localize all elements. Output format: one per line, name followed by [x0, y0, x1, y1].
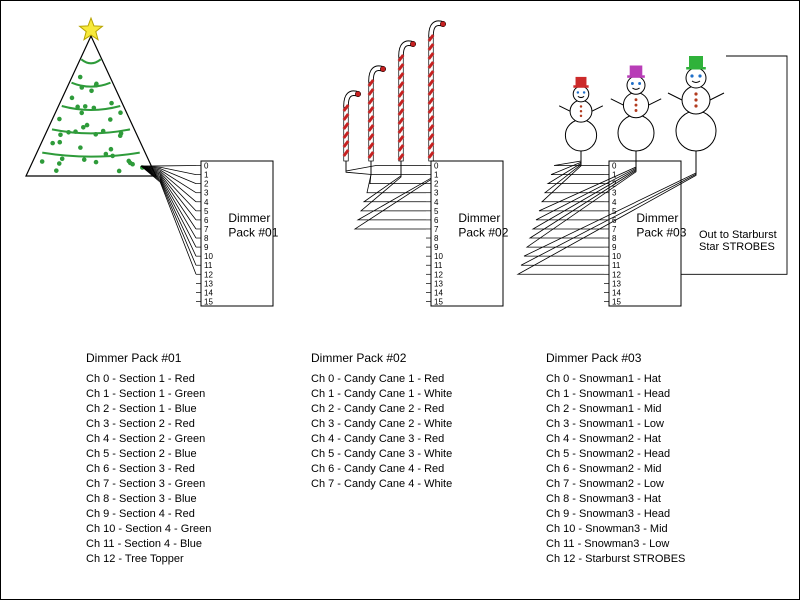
- svg-text:8: 8: [612, 234, 617, 243]
- svg-text:5: 5: [204, 207, 209, 216]
- legend-row: Ch 9 - Section 4 - Red: [86, 507, 211, 522]
- svg-text:2: 2: [434, 180, 439, 189]
- svg-text:9: 9: [612, 243, 617, 252]
- svg-text:6: 6: [204, 216, 209, 225]
- svg-text:5: 5: [434, 207, 439, 216]
- svg-text:1: 1: [434, 171, 439, 180]
- legend-row: Ch 11 - Section 4 - Blue: [86, 537, 211, 552]
- svg-text:4: 4: [434, 198, 439, 207]
- svg-text:9: 9: [204, 243, 209, 252]
- svg-text:0: 0: [612, 162, 617, 171]
- legend-row: Ch 5 - Candy Cane 3 - White: [311, 447, 452, 462]
- legend-row: Ch 3 - Candy Cane 2 - White: [311, 417, 452, 432]
- svg-text:10: 10: [434, 252, 443, 261]
- svg-text:11: 11: [204, 261, 213, 270]
- legend-row: Ch 0 - Snowman1 - Hat: [546, 372, 685, 387]
- legend-pack3: Dimmer Pack #03Ch 0 - Snowman1 - HatCh 1…: [546, 351, 685, 567]
- svg-text:14: 14: [204, 288, 213, 297]
- legend-row: Ch 5 - Snowman2 - Head: [546, 447, 685, 462]
- legend-row: Ch 8 - Section 3 - Blue: [86, 492, 211, 507]
- svg-text:13: 13: [612, 279, 621, 288]
- svg-text:7: 7: [434, 225, 439, 234]
- legend-row: Ch 10 - Snowman3 - Mid: [546, 522, 685, 537]
- svg-text:11: 11: [434, 261, 443, 270]
- out-label: Out to StarburstStar STROBES: [699, 229, 777, 253]
- svg-text:3: 3: [612, 189, 617, 198]
- legend-row: Ch 7 - Candy Cane 4 - White: [311, 477, 452, 492]
- svg-text:12: 12: [204, 270, 213, 279]
- legend-row: Ch 0 - Section 1 - Red: [86, 372, 211, 387]
- legend-row: Ch 6 - Section 3 - Red: [86, 462, 211, 477]
- svg-text:3: 3: [204, 189, 209, 198]
- legend-row: Ch 8 - Snowman3 - Hat: [546, 492, 685, 507]
- svg-text:14: 14: [434, 288, 443, 297]
- legend-row: Ch 12 - Starburst STROBES: [546, 552, 685, 567]
- legend-row: Ch 1 - Candy Cane 1 - White: [311, 387, 452, 402]
- legend-row: Ch 2 - Candy Cane 2 - Red: [311, 402, 452, 417]
- legend-row: Ch 2 - Snowman1 - Mid: [546, 402, 685, 417]
- svg-text:12: 12: [612, 270, 621, 279]
- svg-text:9: 9: [434, 243, 439, 252]
- svg-text:12: 12: [434, 270, 443, 279]
- svg-text:7: 7: [204, 225, 209, 234]
- svg-text:15: 15: [612, 297, 621, 306]
- svg-text:0: 0: [434, 162, 439, 171]
- svg-text:8: 8: [204, 234, 209, 243]
- legend-row: Ch 4 - Section 2 - Green: [86, 432, 211, 447]
- svg-text:10: 10: [612, 252, 621, 261]
- legend-row: Ch 3 - Snowman1 - Low: [546, 417, 685, 432]
- legend-title: Dimmer Pack #01: [86, 351, 211, 366]
- legend-row: Ch 9 - Snowman3 - Head: [546, 507, 685, 522]
- svg-text:11: 11: [612, 261, 621, 270]
- svg-text:2: 2: [204, 180, 209, 189]
- svg-text:13: 13: [204, 279, 213, 288]
- legend-row: Ch 6 - Snowman2 - Mid: [546, 462, 685, 477]
- legend-row: Ch 1 - Section 1 - Green: [86, 387, 211, 402]
- legend-title: Dimmer Pack #03: [546, 351, 685, 366]
- legend-title: Dimmer Pack #02: [311, 351, 452, 366]
- svg-text:15: 15: [204, 297, 213, 306]
- legend-row: Ch 6 - Candy Cane 4 - Red: [311, 462, 452, 477]
- legend-row: Ch 7 - Snowman2 - Low: [546, 477, 685, 492]
- legend-row: Ch 2 - Section 1 - Blue: [86, 402, 211, 417]
- legend-row: Ch 3 - Section 2 - Red: [86, 417, 211, 432]
- svg-text:1: 1: [204, 171, 209, 180]
- svg-text:14: 14: [612, 288, 621, 297]
- legend-row: Ch 0 - Candy Cane 1 - Red: [311, 372, 452, 387]
- legend-row: Ch 11 - Snowman3 - Low: [546, 537, 685, 552]
- svg-text:8: 8: [434, 234, 439, 243]
- svg-text:6: 6: [434, 216, 439, 225]
- svg-text:15: 15: [434, 297, 443, 306]
- legend-pack2: Dimmer Pack #02 Ch 0 - Candy Cane 1 - Red…: [311, 351, 452, 492]
- legend-pack1: Dimmer Pack #01Ch 0 - Section 1 - RedCh …: [86, 351, 211, 567]
- svg-text:3: 3: [434, 189, 439, 198]
- svg-text:4: 4: [612, 198, 617, 207]
- svg-text:4: 4: [204, 198, 209, 207]
- svg-text:7: 7: [612, 225, 617, 234]
- legend-row: Ch 5 - Section 2 - Blue: [86, 447, 211, 462]
- legend-row: Ch 12 - Tree Topper: [86, 552, 211, 567]
- svg-text:13: 13: [434, 279, 443, 288]
- legend-row: Ch 4 - Snowman2 - Hat: [546, 432, 685, 447]
- legend-row: Ch 4 - Candy Cane 3 - Red: [311, 432, 452, 447]
- diagram-frame: 0123456789101112131415DimmerPack #010123…: [0, 0, 800, 600]
- svg-text:10: 10: [204, 252, 213, 261]
- legend-row: Ch 10 - Section 4 - Green: [86, 522, 211, 537]
- legend-row: Ch 7 - Section 3 - Green: [86, 477, 211, 492]
- legend-row: Ch 1 - Snowman1 - Head: [546, 387, 685, 402]
- svg-text:0: 0: [204, 162, 209, 171]
